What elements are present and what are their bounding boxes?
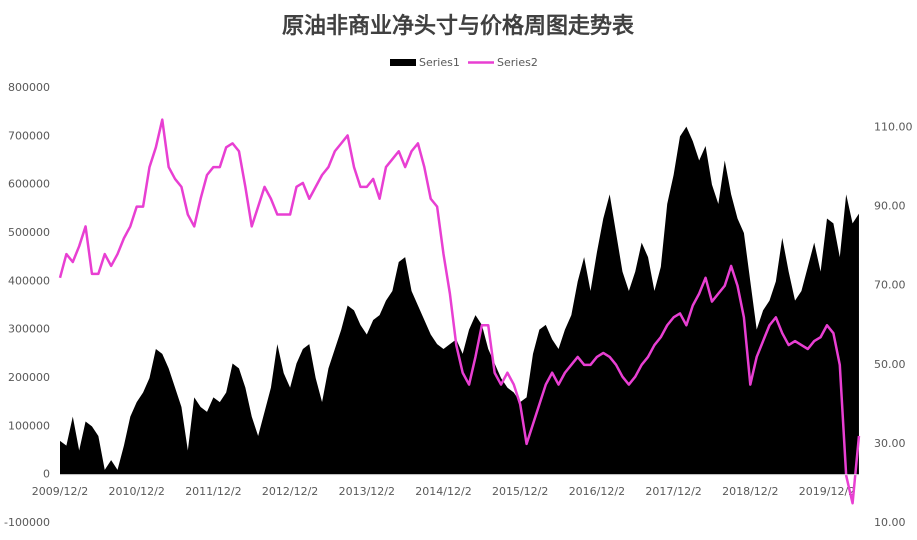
x-tick-label: 2016/12/2 <box>569 485 625 498</box>
y-tick-label: 700000 <box>8 129 50 142</box>
y2-tick-label: 30.00 <box>874 437 906 450</box>
y2-tick-label: 110.00 <box>874 121 913 134</box>
y-tick-label: 600000 <box>8 178 50 191</box>
x-tick-label: 2019/12/2 <box>799 485 855 498</box>
y2-tick-label: 10.00 <box>874 516 906 529</box>
x-tick-label: 2018/12/2 <box>722 485 778 498</box>
y2-tick-label: 70.00 <box>874 279 906 292</box>
x-tick-label: 2013/12/2 <box>339 485 395 498</box>
legend-label: Series1 <box>419 56 460 69</box>
x-tick-label: 2015/12/2 <box>492 485 548 498</box>
y-tick-label: -100000 <box>4 516 50 529</box>
legend-label: Series2 <box>497 56 538 69</box>
y-tick-label: 0 <box>43 468 50 481</box>
y-tick-label: 500000 <box>8 226 50 239</box>
x-tick-label: 2011/12/2 <box>185 485 241 498</box>
y-tick-label: 200000 <box>8 371 50 384</box>
legend-swatch <box>390 59 416 66</box>
y-tick-label: 800000 <box>8 81 50 94</box>
line <box>58 118 861 505</box>
x-tick-label: 2010/12/2 <box>108 485 164 498</box>
area <box>60 126 859 475</box>
y-tick-label: 400000 <box>8 274 50 287</box>
y2-tick-label: 50.00 <box>874 358 906 371</box>
x-tick-label: 2017/12/2 <box>645 485 701 498</box>
y2-tick-label: 90.00 <box>874 200 906 213</box>
x-tick-label: 2014/12/2 <box>415 485 471 498</box>
x-tick-label: 2012/12/2 <box>262 485 318 498</box>
y-tick-label: 300000 <box>8 323 50 336</box>
x-tick-label: 2009/12/2 <box>32 485 88 498</box>
chart-title: 原油非商业净头寸与价格周图走势表 <box>282 13 635 39</box>
y-tick-label: 100000 <box>8 419 50 432</box>
